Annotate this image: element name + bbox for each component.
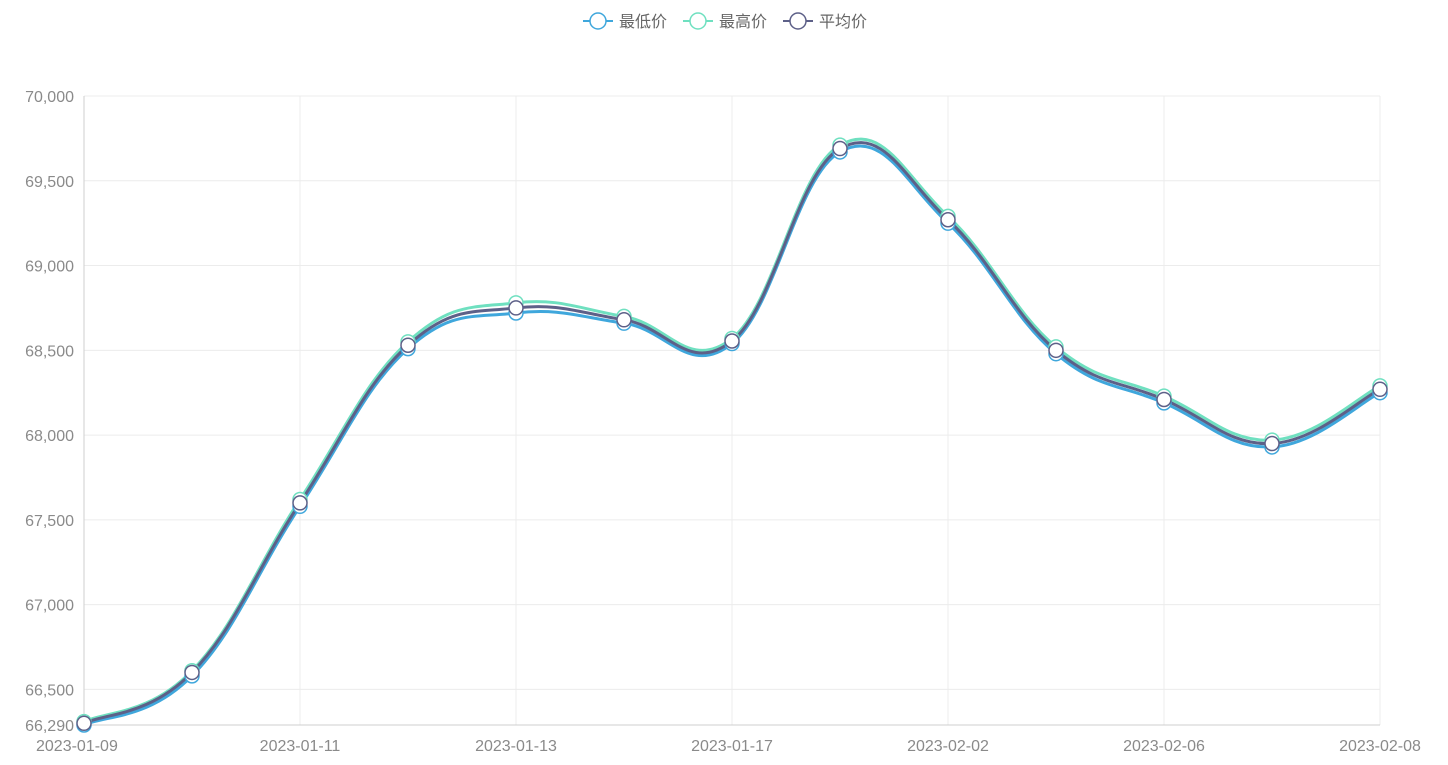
data-point-2 — [76, 715, 92, 732]
x-tick-label: 2023-02-08 — [1339, 738, 1421, 755]
legend-item-min-price[interactable]: 最低价 — [581, 8, 667, 32]
data-point-2 — [292, 495, 308, 511]
legend-marker-min-price-icon — [582, 12, 613, 30]
y-tick-label: 67,500 — [25, 513, 74, 530]
data-point-2 — [832, 140, 848, 157]
x-tick-label: 2023-02-02 — [907, 738, 989, 755]
x-tick-label: 2023-01-13 — [475, 738, 557, 755]
data-point-2 — [400, 337, 416, 353]
legend-label-min-price: 最低价 — [618, 12, 667, 31]
y-tick-label: 69,500 — [25, 174, 74, 191]
y-tick-label: 66,500 — [25, 682, 74, 699]
data-point-2 — [1156, 391, 1172, 408]
data-point-2 — [1372, 381, 1388, 398]
legend-marker-max-price-icon — [682, 12, 713, 30]
y-tick-label: 68,500 — [25, 343, 74, 360]
legend: 最低价 最高价 平均价 — [0, 8, 1448, 32]
x-tick-label: 2023-01-17 — [691, 738, 773, 755]
x-tick-label: 2023-02-06 — [1123, 738, 1205, 755]
data-point-2 — [724, 333, 740, 349]
data-point-2 — [1048, 342, 1064, 359]
legend-marker-avg-price-icon — [783, 12, 813, 30]
data-point-2 — [616, 312, 632, 328]
y-tick-label: 68,000 — [25, 428, 74, 445]
data-point-2 — [508, 300, 524, 316]
y-tick-label: 67,000 — [25, 598, 74, 615]
legend-label-avg-price: 平均价 — [819, 12, 868, 31]
y-tick-label: 66,290 — [25, 718, 74, 735]
legend-label-max-price: 最高价 — [718, 12, 767, 31]
x-tick-label: 2023-01-11 — [260, 738, 341, 755]
axes: 66,290 66,500 67,000 67,500 68,000 68,500 69,0… — [25, 89, 1421, 755]
y-tick-label: 70,000 — [25, 89, 74, 106]
legend-item-max-price[interactable]: 最高价 — [681, 8, 767, 32]
data-point-2 — [940, 212, 956, 228]
data-point-2 — [184, 664, 200, 681]
grid-lines — [84, 95, 1381, 725]
y-tick-label: 69,000 — [25, 259, 74, 276]
legend-item-avg-price[interactable]: 平均价 — [781, 8, 867, 32]
data-point-2 — [1264, 435, 1280, 452]
data-points — [76, 137, 1388, 733]
x-tick-label: 2023-01-09 — [36, 738, 118, 755]
